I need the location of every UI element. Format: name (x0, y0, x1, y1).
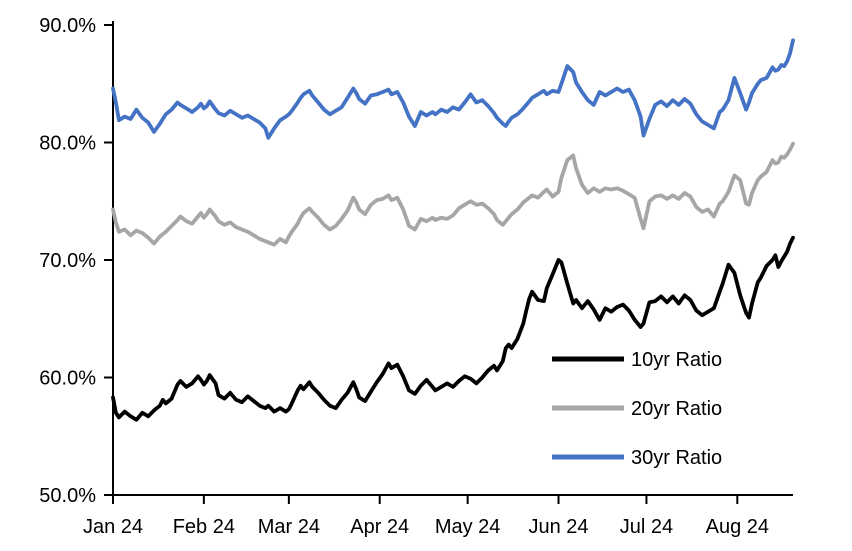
y-axis-tick-label: 50.0% (39, 485, 96, 507)
x-axis-tick-label: Jun 24 (528, 516, 588, 538)
series-line-20yr-ratio (111, 141, 795, 247)
x-axis-tick-label: Apr 24 (350, 516, 409, 538)
x-axis-tick-label: Jul 24 (620, 516, 673, 538)
legend-label-10yr-ratio: 10yr Ratio (631, 349, 722, 371)
series-line-30yr-ratio (111, 38, 795, 140)
series-line-10yr-ratio (111, 235, 795, 422)
legend-label-20yr-ratio: 20yr Ratio (631, 398, 722, 420)
x-axis-tick-label: Aug 24 (706, 516, 769, 538)
legend-label-30yr-ratio: 30yr Ratio (631, 447, 722, 469)
x-axis-tick-label: Mar 24 (258, 516, 320, 538)
y-axis-tick-label: 90.0% (39, 15, 96, 37)
x-axis-tick-label: Jan 24 (83, 516, 143, 538)
x-axis-tick-label: May 24 (435, 516, 501, 538)
y-axis-tick-label: 60.0% (39, 368, 96, 390)
x-axis-tick-label: Feb 24 (173, 516, 235, 538)
y-axis-tick-label: 80.0% (39, 133, 96, 155)
y-axis-tick-label: 70.0% (39, 250, 96, 272)
